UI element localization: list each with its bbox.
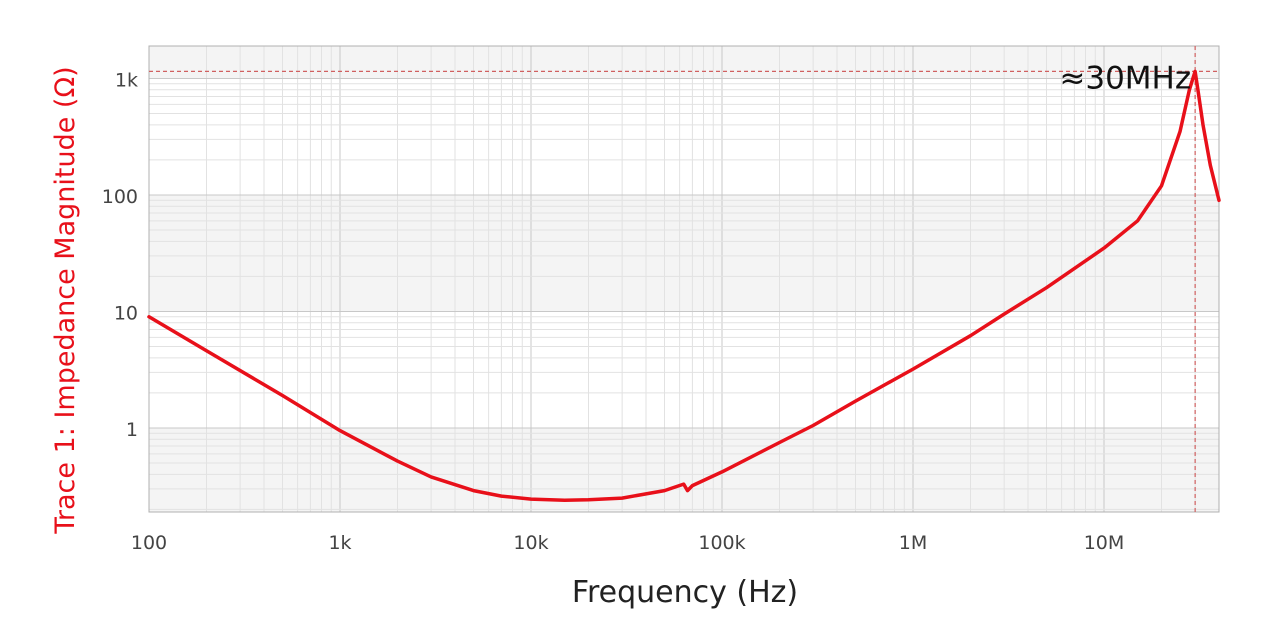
y-tick-label: 100 [102,186,138,208]
decade-band [149,427,1219,512]
decade-band [149,194,1219,312]
impedance-trace-line [147,69,1221,502]
x-axis-label: Frequency (Hz) [572,575,798,610]
x-tick-label: 10k [513,532,548,554]
x-tick-label: 1k [328,532,351,554]
decade-band [149,311,1219,428]
plot-frame [148,45,1220,513]
y-tick-label: 1k [115,69,138,91]
y-axis-label: Trace 1: Impedance Magnitude (Ω) [50,66,81,534]
x-tick-label: 10M [1084,532,1125,554]
x-tick-labels: 100 1k 10k 100k 1M 10M [131,532,1124,554]
grid-lines [148,46,1220,512]
x-tick-label: 100 [131,532,167,554]
reference-lines [149,46,1219,512]
y-tick-label: 1 [126,419,138,441]
x-tick-label: 1M [899,532,927,554]
y-tick-labels: 1 10 100 1k [102,69,138,441]
decade-band [149,46,1219,79]
resonance-annotation: ≈30MHz [1059,60,1191,96]
x-tick-label: 100k [698,532,745,554]
y-tick-label: 10 [114,302,138,324]
plot-background-bands [149,46,1219,512]
decade-band [149,78,1219,195]
